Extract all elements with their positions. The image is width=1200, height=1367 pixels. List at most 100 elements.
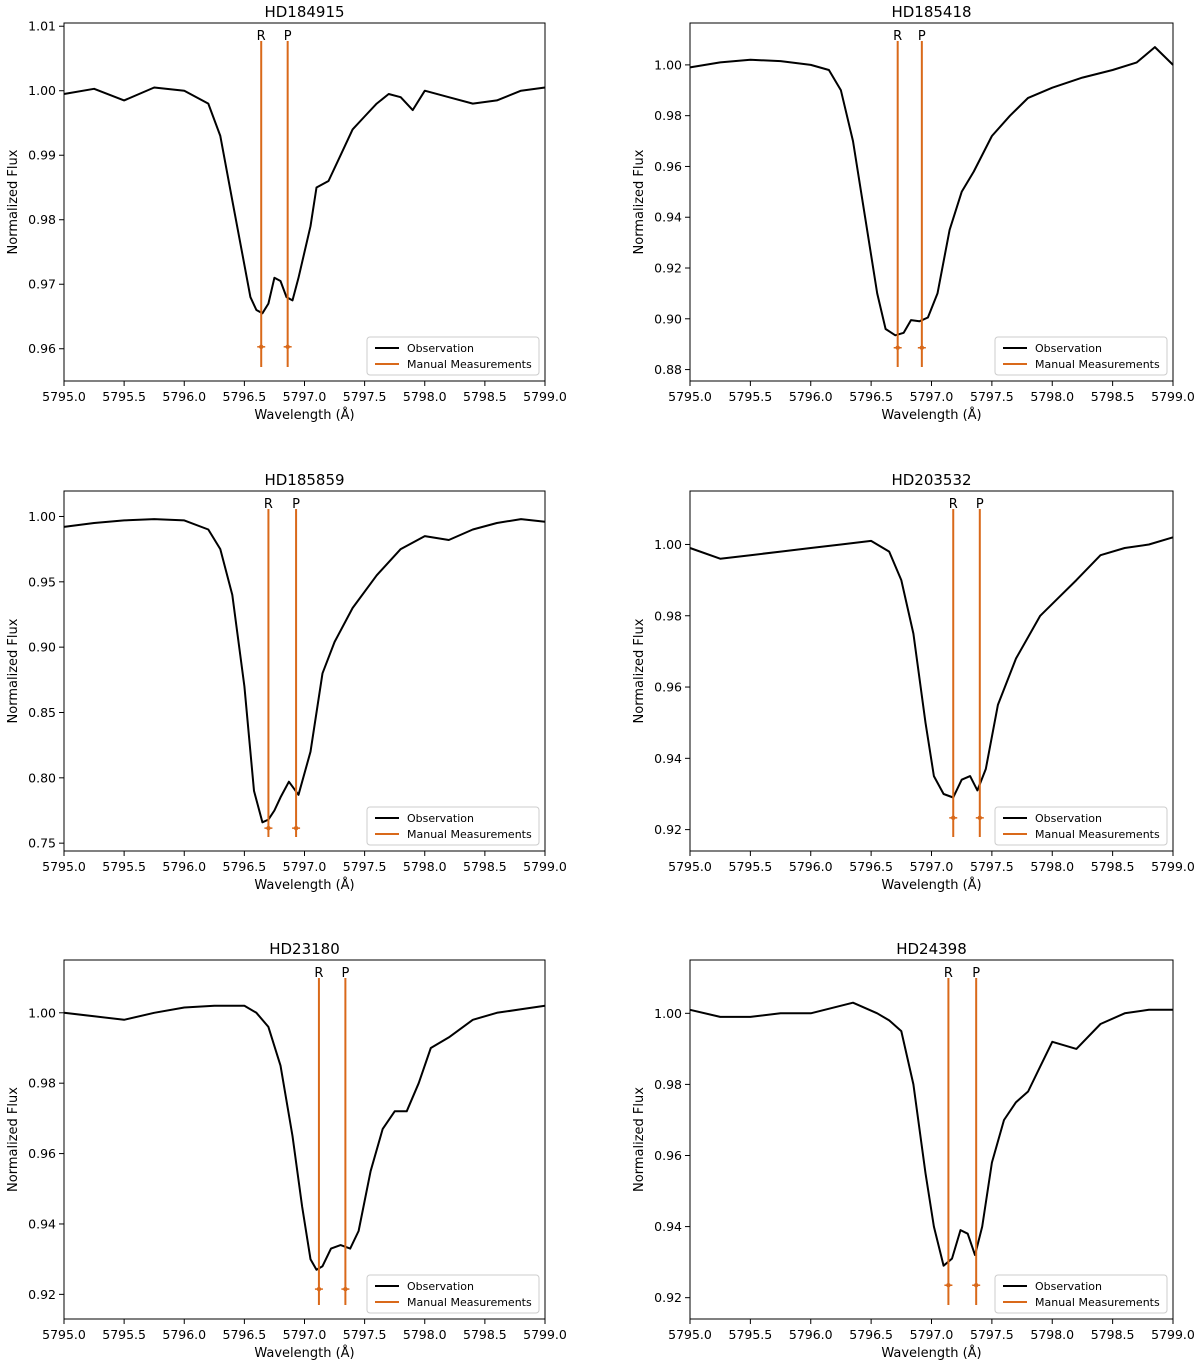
panel-title: HD184915 xyxy=(264,3,344,21)
y-tick-label: 0.85 xyxy=(28,705,56,720)
panel-title: HD185859 xyxy=(264,471,344,489)
x-tick-label: 5797.0 xyxy=(283,1327,327,1342)
measurement-label: R xyxy=(944,966,953,981)
plot-frame xyxy=(689,22,1174,382)
panel-title: HD23180 xyxy=(269,940,340,958)
x-tick-label: 5799.0 xyxy=(1151,389,1195,404)
measurement-label: P xyxy=(918,29,926,44)
y-tick-label: 0.98 xyxy=(654,108,682,123)
measurement-r: R xyxy=(944,966,953,1305)
measurement-point xyxy=(259,344,264,350)
measurement-r: R xyxy=(893,29,902,367)
observation-line xyxy=(63,1004,546,1271)
measurement-p: P xyxy=(975,497,984,837)
x-tick-label: 5796.0 xyxy=(162,1327,206,1342)
y-tick-label: 0.75 xyxy=(28,836,56,851)
observation-line xyxy=(689,46,1174,337)
y-tick-label: 0.98 xyxy=(28,1076,56,1091)
x-tick-label: 5795.0 xyxy=(668,859,712,874)
measurement-point xyxy=(977,815,982,821)
y-tick-label: 1.00 xyxy=(654,537,682,552)
y-axis-label: Normalized Flux xyxy=(6,1087,21,1192)
y-axis: 0.96 0.97 0.98 0.99 1.00 1.01 Normalized Flux xyxy=(6,19,64,356)
y-tick-label: 0.96 xyxy=(654,1148,682,1163)
x-axis: 5795.0 5795.5 5796.0 5796.5 5797.0 5797.5 5798… xyxy=(668,1319,1195,1361)
measurement-label: R xyxy=(257,29,266,44)
measurement-p: P xyxy=(283,29,292,367)
x-tick-label: 5795.5 xyxy=(729,389,773,404)
x-axis-label: Wavelength (Å) xyxy=(881,877,981,893)
panel-title: HD203532 xyxy=(891,471,971,489)
y-tick-label: 0.98 xyxy=(28,212,56,227)
observation-line xyxy=(689,536,1174,799)
y-tick-label: 0.94 xyxy=(654,1219,682,1234)
x-tick-label: 5798.0 xyxy=(403,859,447,874)
x-tick-label: 5798.5 xyxy=(1091,389,1135,404)
x-tick-label: 5796.5 xyxy=(223,389,267,404)
x-tick-label: 5799.0 xyxy=(523,389,567,404)
x-tick-label: 5798.5 xyxy=(463,389,507,404)
legend-observation-label: Observation xyxy=(1035,342,1102,355)
x-axis: 5795.0 5795.5 5796.0 5796.5 5797.0 5797.5 5798… xyxy=(42,851,567,893)
y-tick-label: 0.96 xyxy=(28,1146,56,1161)
y-tick-label: 0.98 xyxy=(654,608,682,623)
measurement-label: R xyxy=(264,497,273,512)
legend-box xyxy=(366,336,540,376)
x-tick-label: 5799.0 xyxy=(1151,1327,1195,1342)
y-tick-label: 1.00 xyxy=(654,57,682,72)
y-tick-label: 0.88 xyxy=(654,362,682,377)
x-tick-label: 5798.0 xyxy=(403,389,447,404)
measurement-label: P xyxy=(292,497,300,512)
x-tick-label: 5797.5 xyxy=(343,859,387,874)
x-axis-label: Wavelength (Å) xyxy=(254,1345,354,1361)
y-tick-label: 0.94 xyxy=(654,751,682,766)
x-tick-label: 5797.0 xyxy=(910,859,954,874)
y-tick-label: 0.94 xyxy=(654,210,682,225)
y-tick-label: 0.99 xyxy=(28,148,56,163)
measurement-label: P xyxy=(976,497,984,512)
measurement-point xyxy=(973,1283,979,1288)
y-tick-label: 1.00 xyxy=(28,1005,56,1020)
panel-3: HD185859 R P 5795.0 5795.5 5796.0 5796.5 5797.0… xyxy=(6,471,567,893)
measurement-point xyxy=(316,1286,322,1292)
x-tick-label: 5796.5 xyxy=(849,859,893,874)
legend-measurement-label: Manual Measurements xyxy=(407,1296,532,1309)
legend-observation-label: Observation xyxy=(407,812,474,825)
x-tick-label: 5797.0 xyxy=(910,1327,954,1342)
x-tick-label: 5797.5 xyxy=(970,859,1014,874)
legend-box xyxy=(994,806,1168,846)
x-axis: 5795.0 5795.5 5796.0 5796.5 5797.0 5797.5 5798… xyxy=(42,1319,567,1361)
y-tick-label: 0.94 xyxy=(28,1216,56,1231)
legend-observation-label: Observation xyxy=(1035,812,1102,825)
legend-box xyxy=(366,806,540,846)
measurement-p: P xyxy=(917,29,926,367)
x-tick-label: 5796.5 xyxy=(223,1327,267,1342)
measurement-label: P xyxy=(972,966,980,981)
measurement-r: R xyxy=(257,29,266,367)
y-tick-label: 0.90 xyxy=(28,640,56,655)
panel-1: HD184915 R P 5795.0 5795.5 5796.0 5796.5 5797.0… xyxy=(6,3,567,423)
plot-frame xyxy=(689,490,1174,852)
x-axis-label: Wavelength (Å) xyxy=(881,1345,981,1361)
panel-title: HD24398 xyxy=(896,940,967,958)
x-axis: 5795.0 5795.5 5796.0 5796.5 5797.0 5797.5 5798… xyxy=(668,851,1195,893)
panel-title: HD185418 xyxy=(891,3,971,21)
measurement-point xyxy=(293,825,299,831)
measurement-point xyxy=(946,1283,951,1288)
x-tick-label: 5798.0 xyxy=(403,1327,447,1342)
legend-measurement-label: Manual Measurements xyxy=(1035,1296,1160,1309)
measurement-p: P xyxy=(972,966,980,1305)
legend: Observation Manual Measurements xyxy=(994,1274,1168,1314)
y-tick-label: 0.92 xyxy=(28,1287,56,1302)
measurement-point xyxy=(895,345,900,350)
x-tick-label: 5797.5 xyxy=(343,389,387,404)
x-tick-label: 5798.0 xyxy=(1030,1327,1074,1342)
x-tick-label: 5795.0 xyxy=(668,1327,712,1342)
x-tick-label: 5799.0 xyxy=(1151,859,1195,874)
y-tick-label: 0.90 xyxy=(654,311,682,326)
legend: Observation Manual Measurements xyxy=(366,1274,540,1314)
x-tick-label: 5796.0 xyxy=(789,859,833,874)
x-tick-label: 5797.5 xyxy=(970,389,1014,404)
y-axis-label: Normalized Flux xyxy=(6,149,21,254)
